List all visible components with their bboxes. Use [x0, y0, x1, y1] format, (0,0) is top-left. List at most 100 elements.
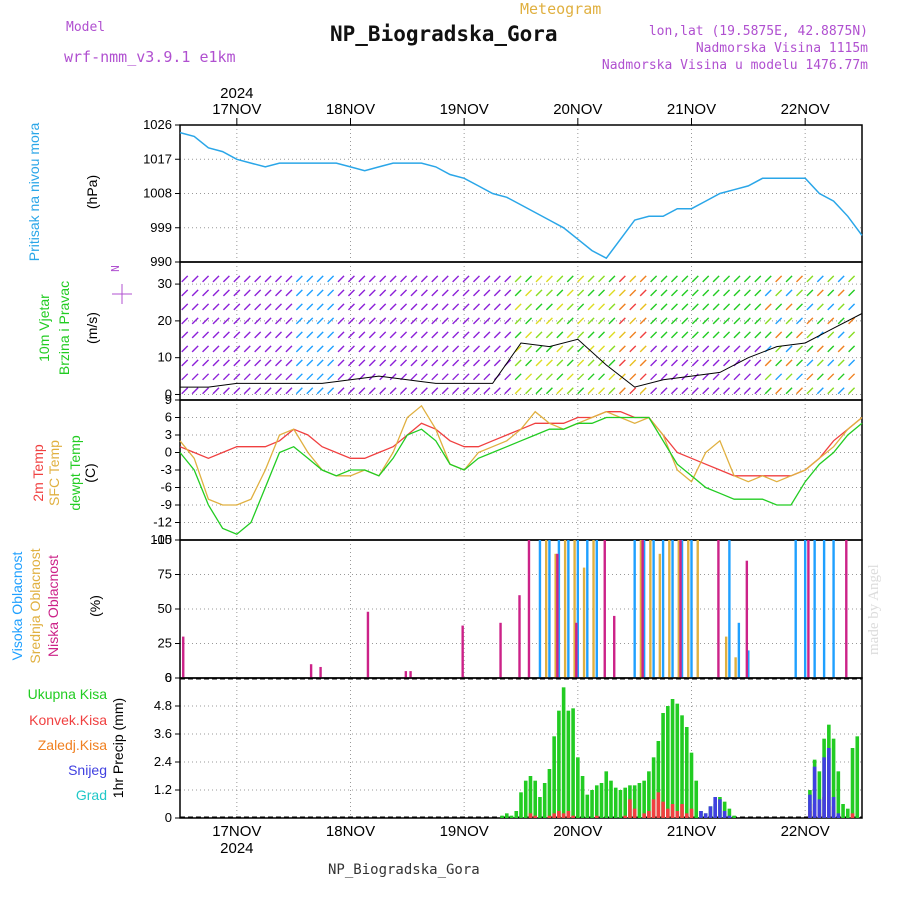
wind-barb: [723, 345, 731, 353]
wind-barb: [389, 331, 397, 339]
wind-barb: [285, 345, 293, 353]
convective-precip-bar: [684, 813, 689, 818]
mid-cloud-bar: [734, 657, 737, 678]
wind-barb: [431, 289, 439, 297]
wind-barb: [545, 289, 553, 297]
total-precip-bar: [722, 801, 727, 818]
total-precip-bar: [855, 736, 860, 818]
wind-barb: [295, 317, 303, 325]
wind-barb: [316, 359, 324, 367]
wind-barb: [316, 387, 324, 395]
wind-barb: [754, 289, 762, 297]
wind-barb: [254, 303, 262, 311]
wind-barb: [472, 359, 480, 367]
wind-barb: [452, 331, 460, 339]
wind-barb: [327, 331, 335, 339]
wind-barb: [514, 303, 522, 311]
wind-barb: [598, 317, 606, 325]
wind-barb: [275, 345, 283, 353]
wind-barb: [660, 345, 668, 353]
mid-cloud-bar: [649, 540, 652, 678]
wind-barb: [483, 387, 491, 395]
wind-barb: [629, 303, 637, 311]
y-tick-label: 0: [165, 810, 172, 825]
x-tick-label-bottom: 18NOV: [326, 823, 375, 840]
wind-barb: [379, 359, 387, 367]
wind-barb: [222, 331, 230, 339]
wind-barb: [848, 317, 856, 325]
wind-barb: [650, 373, 658, 381]
high-cloud-bar: [803, 540, 807, 678]
snow-bar: [817, 799, 822, 818]
wind-barb: [629, 345, 637, 353]
wind-barb: [514, 289, 522, 297]
wind-barb: [233, 275, 241, 283]
wind-barb: [775, 373, 783, 381]
convective-precip-bar: [557, 811, 561, 818]
wind-barb: [306, 303, 314, 311]
wind-barb: [504, 275, 512, 283]
total-precip-bar: [523, 780, 528, 818]
wind-barb: [775, 303, 783, 311]
wind-barb: [202, 373, 210, 381]
low-cloud-bar: [807, 540, 810, 678]
wind-barb: [618, 387, 626, 395]
wind-barb: [347, 359, 355, 367]
wind-barb: [462, 345, 470, 353]
wind-barb: [472, 289, 480, 297]
wind-barb: [525, 275, 533, 283]
wind-barb: [795, 317, 803, 325]
wind-barb: [514, 317, 522, 325]
wind-barb: [795, 387, 803, 395]
wind-barb: [556, 303, 564, 311]
wind-barb: [483, 317, 491, 325]
wind-barb: [723, 359, 731, 367]
wind-barb: [202, 345, 210, 353]
snow-bar: [718, 799, 722, 818]
wind-barb: [368, 289, 376, 297]
total-precip-bar: [585, 794, 590, 818]
wind-barb: [181, 303, 189, 311]
wind-barb: [212, 373, 220, 381]
wind-barb: [754, 275, 762, 283]
wind-barb: [233, 359, 241, 367]
wind-barb: [504, 331, 512, 339]
wind-barb: [816, 359, 824, 367]
y-tick-label: 75: [158, 567, 172, 582]
mid-cloud-bar: [563, 540, 567, 678]
wind-barb: [264, 359, 272, 367]
wind-barb: [410, 289, 418, 297]
wind-barb: [295, 331, 303, 339]
wind-barb: [306, 289, 314, 297]
wind-barb: [535, 275, 543, 283]
wind-barb: [327, 317, 335, 325]
x-tick-label-top: 19NOV: [440, 101, 489, 118]
high-cloud-bar: [671, 540, 674, 678]
wind-barb: [785, 373, 793, 381]
wind-barb: [535, 289, 543, 297]
snow-bar: [822, 757, 826, 818]
wind-barb: [410, 387, 418, 395]
wind-barb: [608, 289, 616, 297]
wind-barb: [525, 373, 533, 381]
wind-barb: [452, 275, 460, 283]
wind-barb: [400, 331, 408, 339]
wind-barb: [181, 331, 189, 339]
wind-barb: [754, 303, 762, 311]
wind-barb: [420, 345, 428, 353]
snow-bar: [703, 813, 708, 818]
wind-barb: [337, 359, 345, 367]
mid-cloud-bar: [658, 553, 662, 678]
mid-cloud-bar: [677, 540, 680, 678]
total-precip-bar: [656, 741, 661, 818]
wind-barb: [504, 303, 512, 311]
wind-barb: [285, 373, 293, 381]
wind-barb: [233, 373, 241, 381]
wind-barb: [681, 387, 689, 395]
wind-barb: [514, 331, 522, 339]
wind-barb: [191, 289, 199, 297]
x-tick-label-top: 18NOV: [326, 101, 375, 118]
wind-barb: [462, 303, 470, 311]
total-precip-bar: [684, 727, 689, 818]
wind-barb: [431, 387, 439, 395]
